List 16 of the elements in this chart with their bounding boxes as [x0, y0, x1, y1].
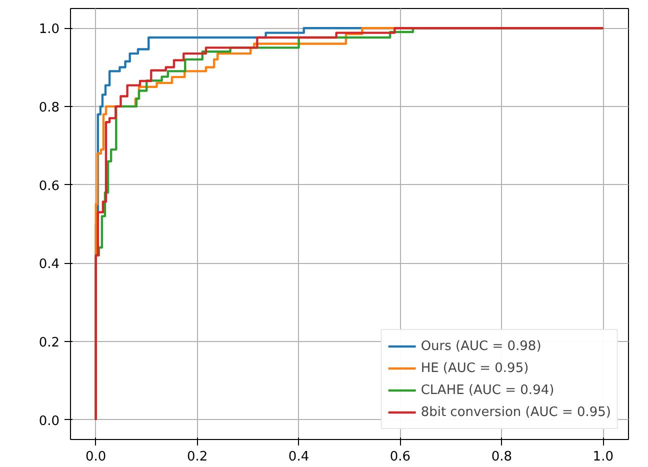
y-tick-label: 0.2 — [38, 336, 60, 351]
y-tick-label: 0.4 — [38, 257, 60, 272]
y-tick-label: 0.0 — [38, 414, 60, 429]
y-tick-label: 1.0 — [38, 22, 60, 38]
x-tick-label: 0.6 — [390, 450, 411, 464]
y-tick-label: 0.8 — [38, 100, 60, 116]
x-tick-label: 0.0 — [86, 450, 106, 464]
y-tick-label: 0.6 — [38, 178, 60, 194]
legend-label: 8bit conversion (AUC = 0.95) — [420, 404, 611, 420]
legend-label: HE (AUC = 0.95) — [420, 360, 529, 376]
x-tick-label: 0.4 — [288, 450, 310, 464]
x-tick-label: 0.8 — [491, 450, 512, 464]
legend-label: CLAHE (AUC = 0.94) — [420, 382, 554, 398]
x-tick-label: 0.2 — [186, 450, 208, 464]
legend-label: Ours (AUC = 0.98) — [420, 338, 542, 354]
x-tick-label: 1.0 — [592, 450, 614, 464]
